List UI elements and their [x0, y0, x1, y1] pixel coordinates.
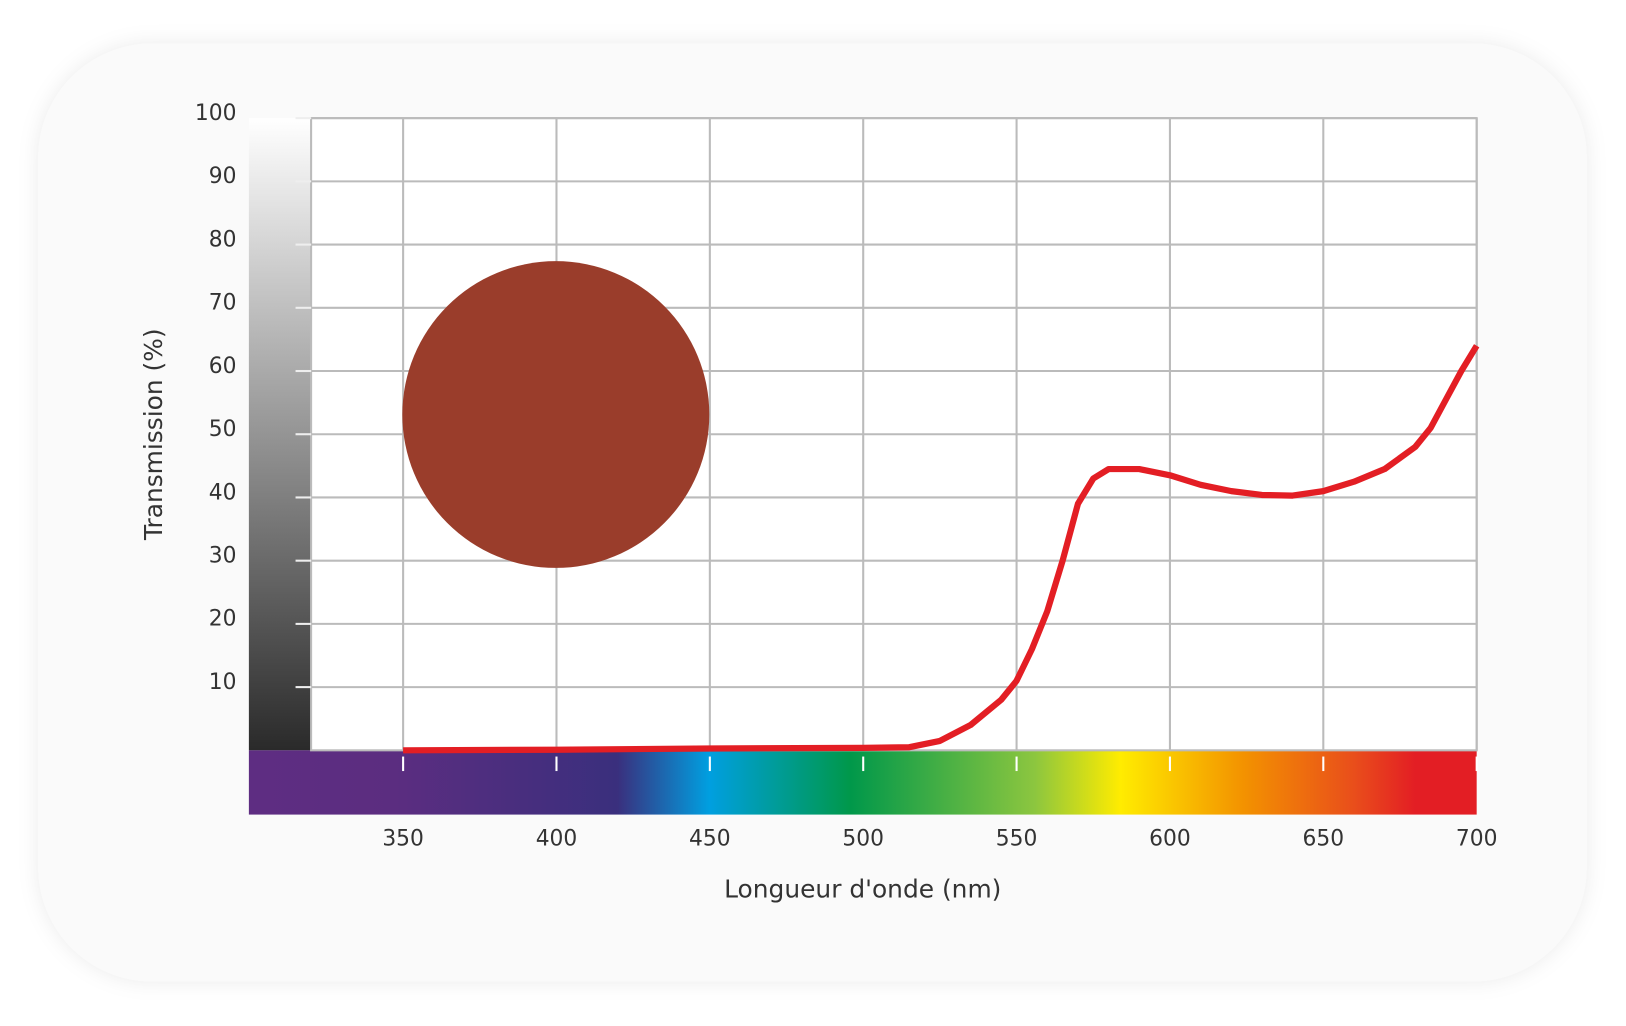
y-tick-label: 100	[195, 101, 237, 126]
x-tick-label: 450	[689, 826, 731, 851]
x-tick-label: 650	[1303, 826, 1345, 851]
y-tick-label: 20	[209, 607, 237, 632]
filter-swatch	[402, 261, 710, 568]
y-tick-label: 60	[209, 354, 237, 379]
y-tick-label: 90	[209, 164, 237, 189]
y-tick-label: 40	[209, 480, 237, 505]
y-tick-label: 80	[209, 227, 237, 252]
x-tick-label: 550	[996, 826, 1038, 851]
x-axis-label: Longueur d'onde (nm)	[724, 874, 1001, 903]
x-tick-label: 350	[382, 826, 424, 851]
x-tick-label: 700	[1456, 826, 1498, 851]
y-axis-label: Transmission (%)	[139, 328, 168, 541]
y-tick-label: 70	[209, 291, 237, 316]
y-tick-label: 30	[209, 544, 237, 569]
x-tick-label: 600	[1149, 826, 1191, 851]
y-tick-label: 50	[209, 417, 237, 442]
x-tick-label: 400	[536, 826, 578, 851]
x-tick-label: 500	[842, 826, 884, 851]
transmission-line	[403, 344, 1480, 754]
y-tick-label: 10	[209, 670, 237, 695]
